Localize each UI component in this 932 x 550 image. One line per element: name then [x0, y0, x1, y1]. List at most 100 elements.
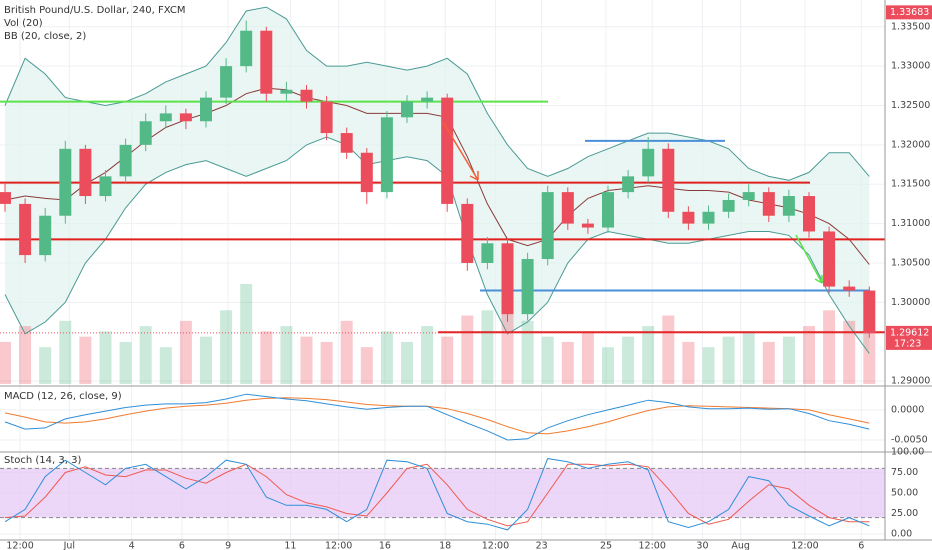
- candle-body: [501, 243, 514, 315]
- x-tick-label: 23: [536, 541, 548, 550]
- candle-body: [863, 290, 876, 334]
- last-price-box: [886, 325, 932, 350]
- y-tick-label: 1.33500: [891, 21, 930, 32]
- candle-body: [722, 199, 735, 212]
- x-tick-label: 12:00: [482, 541, 509, 550]
- y-tick-label: 25.00: [891, 508, 918, 519]
- volume-bar: [380, 331, 393, 384]
- volume-bar: [139, 326, 152, 384]
- y-tick-label: 1.29000: [891, 376, 930, 387]
- volume-bar: [642, 326, 655, 384]
- volume-bar: [561, 341, 574, 384]
- volume-bar: [682, 341, 695, 384]
- y-tick-label: 50.00: [891, 488, 918, 499]
- candle-body: [481, 243, 494, 263]
- volume-bar: [823, 310, 836, 384]
- top-price-label: 1.33683: [890, 7, 929, 18]
- stoch-band: [0, 468, 885, 518]
- y-tick-label: 1.30500: [891, 257, 930, 268]
- volume-bar: [622, 336, 635, 384]
- volume-bar: [581, 331, 594, 384]
- x-tick-label: 12:00: [6, 541, 33, 550]
- volume-bar: [541, 336, 554, 384]
- x-tick-label: 30: [696, 541, 708, 550]
- candle-body: [139, 121, 152, 145]
- candle-body: [421, 97, 434, 102]
- volume-bar: [421, 326, 434, 384]
- macd-line: [4, 393, 870, 441]
- volume-bar: [803, 326, 815, 384]
- volume-bar: [340, 320, 353, 384]
- volume-bar: [441, 336, 454, 384]
- y-tick-label: 1.33000: [891, 61, 930, 72]
- volume-bar: [220, 310, 233, 384]
- y-tick-label: 1.32000: [891, 139, 930, 150]
- x-tick-label: Aug: [731, 541, 750, 550]
- candle-body: [561, 192, 574, 224]
- candle-body: [742, 192, 755, 200]
- volume-bar: [501, 294, 514, 384]
- x-tick-label: 12:00: [325, 541, 352, 550]
- x-tick-label: 9: [225, 541, 231, 550]
- indicator-label: BB (20, close, 2): [4, 31, 86, 42]
- y-tick-label: 1.31000: [891, 218, 930, 229]
- candle-body: [99, 176, 112, 197]
- volume-bar: [99, 331, 112, 384]
- candle-body: [401, 101, 413, 118]
- indicator-label: Vol (20): [4, 18, 43, 29]
- last-price-label: 1.29612: [890, 327, 929, 338]
- volume-bar: [602, 347, 614, 384]
- volume-bar: [843, 320, 856, 384]
- x-tick-label: 6: [179, 541, 185, 550]
- volume-bar: [360, 347, 373, 384]
- candle-body: [662, 148, 675, 212]
- y-tick-label: 1.30000: [891, 297, 930, 308]
- candle-body: [200, 97, 212, 122]
- candle-body: [179, 113, 192, 122]
- candle-body: [39, 215, 52, 256]
- candle-body: [823, 231, 836, 287]
- indicator-label: Stoch (14, 3, 3): [4, 455, 81, 466]
- candle-body: [622, 176, 635, 193]
- candle-body: [0, 192, 11, 204]
- volume-bar: [662, 315, 675, 384]
- volume-bar: [320, 341, 333, 384]
- candle-body: [702, 211, 715, 224]
- x-tick-label: 25: [600, 541, 612, 550]
- y-tick-label: 100.00: [891, 447, 924, 458]
- plot-layer: [0, 0, 885, 540]
- y-tick-label: 0.0000: [891, 404, 924, 415]
- volume-bar: [762, 341, 775, 384]
- candle-body: [762, 192, 775, 216]
- candle-body: [19, 203, 32, 256]
- volume-bar: [742, 331, 755, 384]
- candle-body: [280, 89, 293, 94]
- annotation-arrow: [795, 234, 823, 284]
- volume-bar: [702, 347, 715, 384]
- volume-bar: [179, 320, 192, 384]
- volume-bar: [19, 326, 32, 384]
- volume-bar: [461, 315, 474, 384]
- volume-bar: [119, 341, 132, 384]
- y-tick-label: 1.31500: [891, 179, 930, 190]
- candle-body: [803, 196, 815, 232]
- volume-bar: [39, 347, 52, 384]
- candle-body: [782, 196, 795, 216]
- volume-bar: [79, 336, 92, 384]
- volume-bar: [863, 331, 876, 384]
- volume-bar: [481, 310, 494, 384]
- candle-body: [159, 113, 172, 122]
- candle-body: [260, 30, 273, 94]
- last-time-label: 17:23: [894, 338, 921, 349]
- x-tick-label: Jul: [63, 541, 75, 550]
- candle-body: [843, 286, 856, 291]
- volume-bar: [260, 331, 273, 384]
- candle-body: [581, 223, 594, 228]
- volume-bar: [200, 336, 212, 384]
- volume-bar: [401, 341, 413, 384]
- y-tick-label: 75.00: [891, 467, 918, 478]
- x-tick-label: 12:00: [639, 541, 666, 550]
- candle-body: [300, 89, 313, 102]
- volume-bar: [0, 341, 11, 384]
- candle-body: [380, 117, 393, 193]
